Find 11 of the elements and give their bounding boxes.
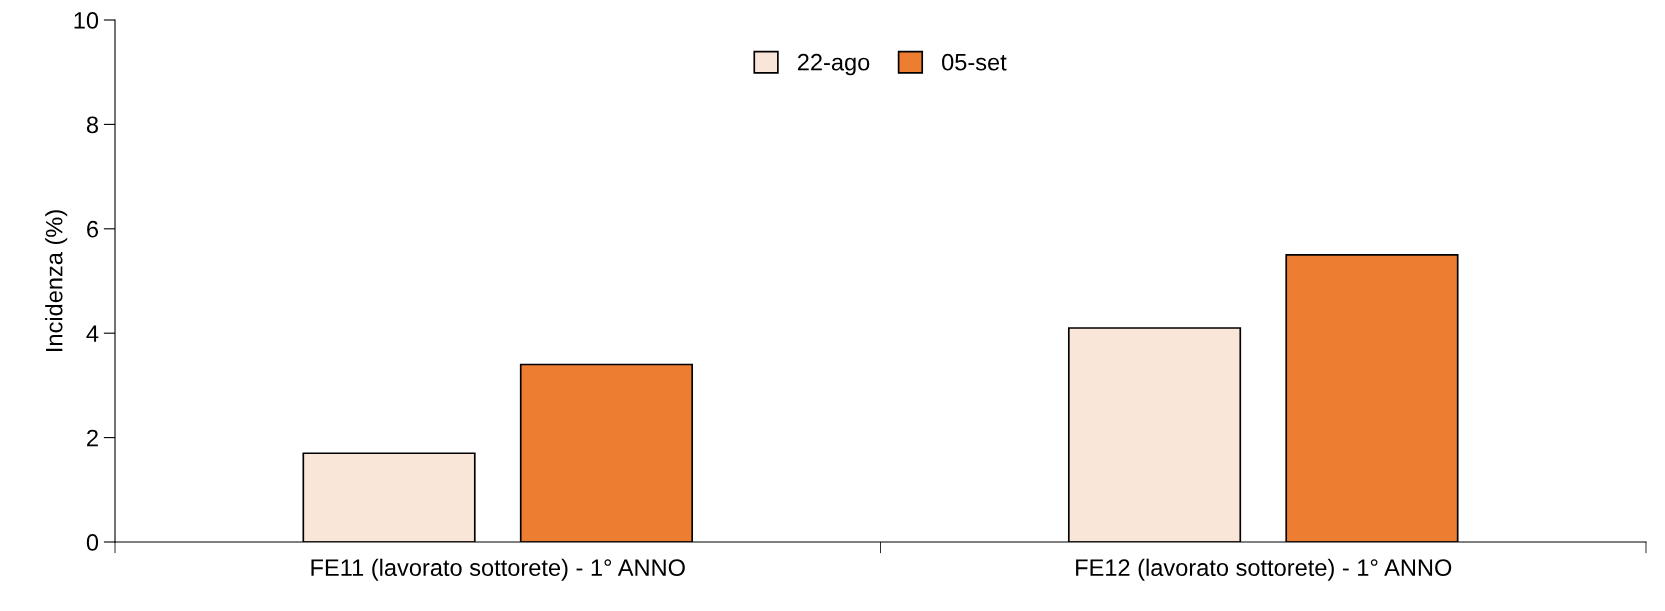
y-tick-label: 6 [87, 220, 98, 238]
legend-label: 22-ago [797, 53, 870, 76]
legend-label: 05-set [942, 53, 1007, 71]
y-tick-label: 2 [87, 429, 98, 447]
y-tick-label: 8 [86, 116, 98, 134]
y-axis-title: Incidenza (%) [45, 210, 68, 351]
y-tick-label: 10 [74, 12, 99, 29]
x-tick-label: FE11 (lavorato sottorete) - 1° ANNO [311, 558, 685, 581]
x-tick-label: FE12 (lavorato sottorete) - 1° ANNO [1076, 558, 1452, 581]
y-tick-label: 4 [86, 325, 99, 342]
y-tick-label: 0 [86, 534, 99, 551]
